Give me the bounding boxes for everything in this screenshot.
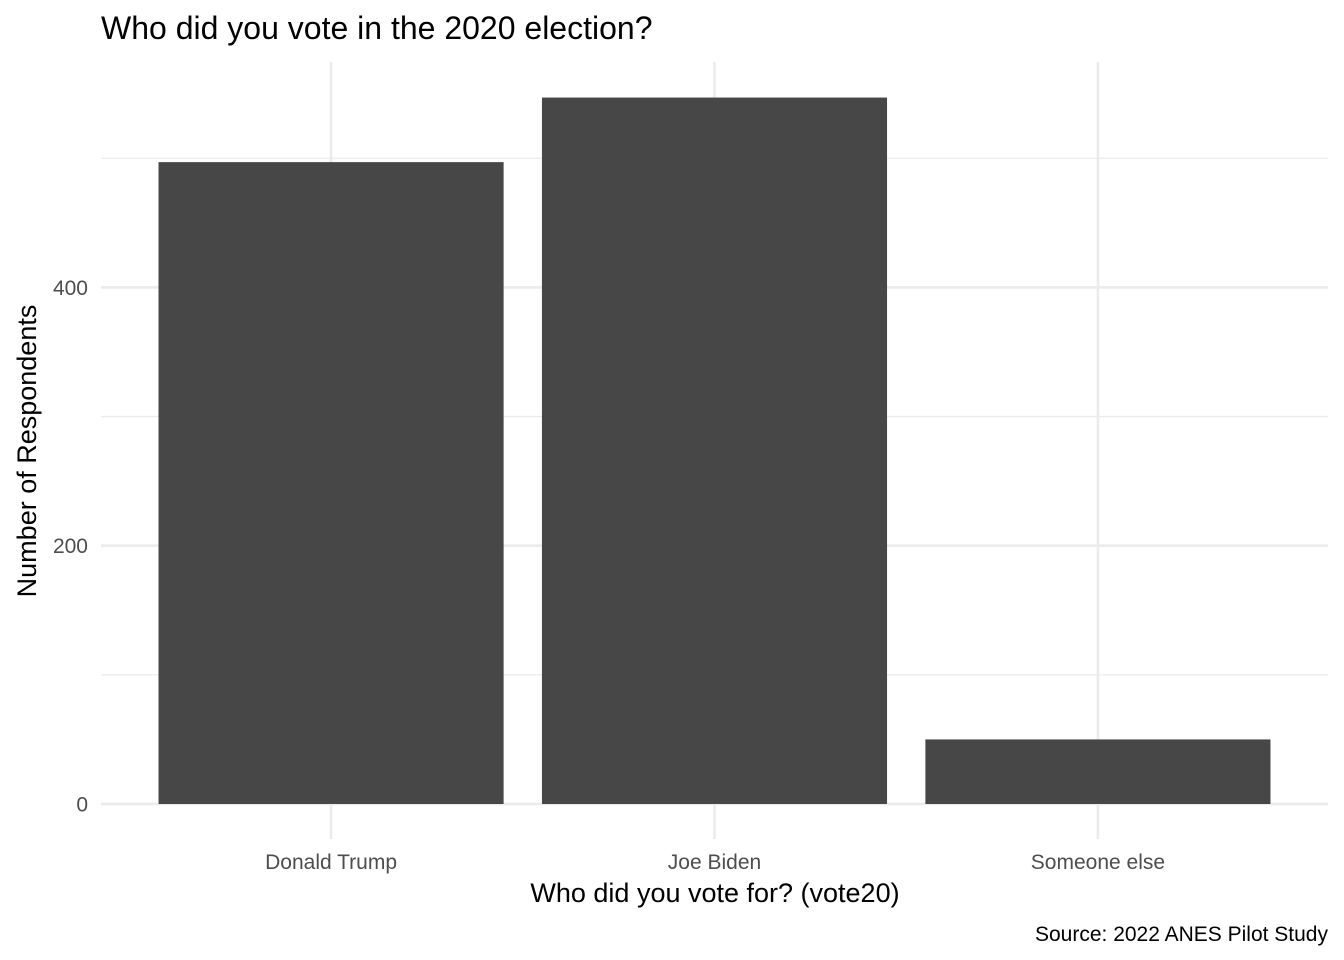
source-caption: Source: 2022 ANES Pilot Study xyxy=(1035,923,1329,946)
x-tick-label: Joe Biden xyxy=(668,851,761,874)
bars xyxy=(158,97,1271,804)
y-tick-label: 200 xyxy=(53,535,88,558)
x-tick-label: Donald Trump xyxy=(265,851,397,874)
y-tick-label: 0 xyxy=(76,794,88,817)
bar xyxy=(925,739,1271,804)
x-axis-title: Who did you vote for? (vote20) xyxy=(530,878,899,908)
x-axis-ticks: Donald Trump Joe Biden Someone else xyxy=(265,851,1165,874)
bar xyxy=(541,97,888,804)
bar xyxy=(158,162,504,804)
y-tick-label: 400 xyxy=(53,277,88,300)
chart-title: Who did you vote in the 2020 election? xyxy=(101,10,652,46)
y-axis-title: Number of Respondents xyxy=(12,305,42,598)
y-axis-ticks: 0 200 400 xyxy=(53,277,88,817)
x-tick-label: Someone else xyxy=(1031,851,1165,874)
